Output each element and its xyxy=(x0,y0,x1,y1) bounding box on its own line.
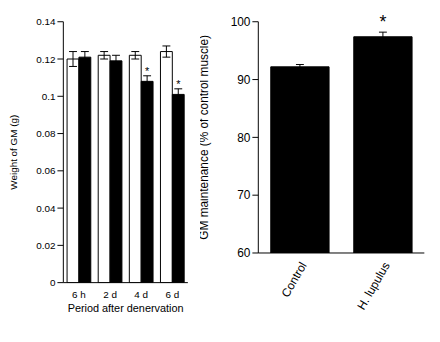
svg-text:0: 0 xyxy=(50,277,56,288)
svg-text:60: 60 xyxy=(237,246,251,260)
svg-text:0.1: 0.1 xyxy=(42,91,56,102)
svg-text:0.14: 0.14 xyxy=(36,16,56,27)
svg-text:6 d: 6 d xyxy=(165,289,179,300)
svg-text:70: 70 xyxy=(237,188,251,202)
svg-text:Period after denervation: Period after denervation xyxy=(68,302,184,314)
svg-text:0.06: 0.06 xyxy=(36,165,56,176)
svg-text:*: * xyxy=(145,65,150,77)
svg-text:90: 90 xyxy=(237,73,251,87)
svg-text:Weight of GM (g): Weight of GM (g) xyxy=(8,115,19,190)
svg-text:80: 80 xyxy=(237,131,251,145)
svg-text:0.04: 0.04 xyxy=(36,203,56,214)
svg-text:0.08: 0.08 xyxy=(36,128,56,139)
svg-text:6 h: 6 h xyxy=(72,289,86,300)
svg-text:*: * xyxy=(176,78,181,90)
svg-text:H. lupulus: H. lupulus xyxy=(354,260,392,313)
svg-text:0.02: 0.02 xyxy=(36,240,55,251)
svg-text:2 d: 2 d xyxy=(103,289,117,300)
svg-text:4 d: 4 d xyxy=(134,289,148,300)
svg-text:*: * xyxy=(379,12,386,32)
svg-text:100: 100 xyxy=(230,15,250,29)
svg-text:0.12: 0.12 xyxy=(36,54,55,65)
svg-text:Control: Control xyxy=(278,260,309,300)
svg-text:GM maintenance (% of control m: GM maintenance (% of control muscle) xyxy=(200,35,211,240)
